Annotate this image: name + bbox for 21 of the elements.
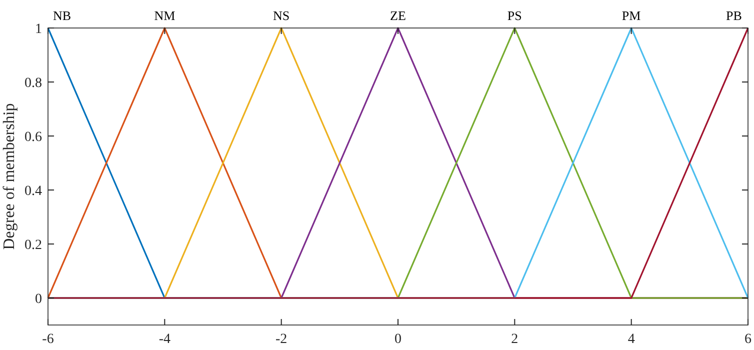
- x-tick-label: 6: [744, 332, 752, 347]
- y-tick-label: 0.2: [24, 238, 42, 253]
- x-tick-label: 2: [511, 332, 518, 347]
- y-tick-label: 0.8: [24, 76, 42, 91]
- y-tick-label: 0.4: [24, 184, 42, 199]
- series-label: ZE: [390, 8, 406, 23]
- x-tick-label: 4: [628, 332, 635, 347]
- x-tick-label: -6: [42, 332, 54, 347]
- series-label: NM: [154, 8, 176, 23]
- series-label: PS: [507, 8, 522, 23]
- x-tick-label: -2: [275, 332, 288, 347]
- x-tick-label: -4: [158, 332, 171, 347]
- series-label: PB: [726, 8, 742, 23]
- series-label: NS: [273, 8, 290, 23]
- y-tick-label: 0.6: [24, 130, 42, 145]
- series-label: PM: [622, 8, 642, 23]
- y-tick-label: 0: [35, 292, 42, 307]
- series-label: NB: [52, 8, 72, 23]
- x-tick-label: 0: [394, 332, 402, 347]
- y-axis-title: Degree of membership: [1, 103, 18, 250]
- y-tick-label: 1: [35, 22, 42, 37]
